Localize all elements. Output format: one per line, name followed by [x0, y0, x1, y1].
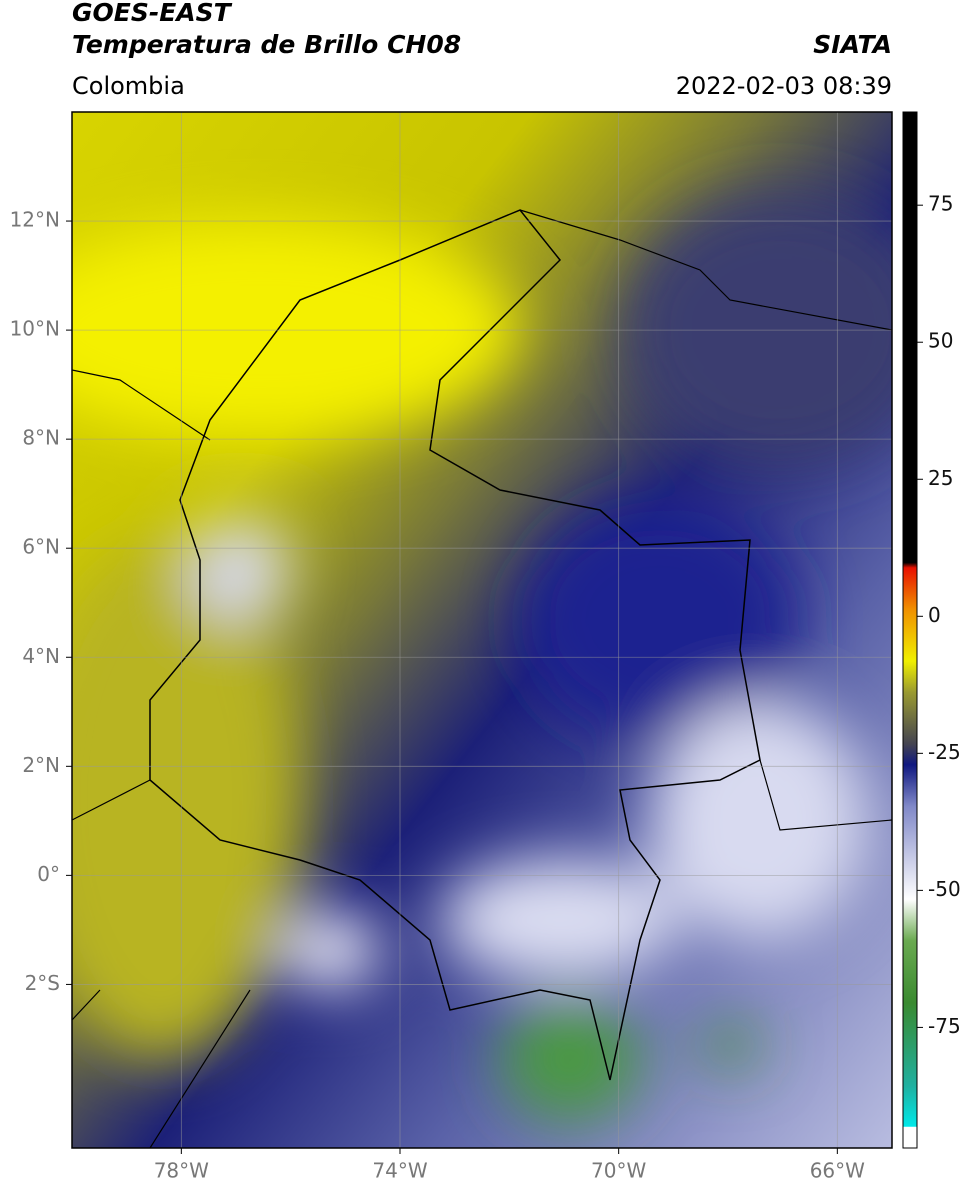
y-tick-label: 2°S	[25, 971, 60, 995]
colorbar	[902, 111, 918, 1149]
y-tick-label: 4°N	[22, 644, 60, 668]
satellite-title: GOES-EAST	[72, 0, 233, 27]
x-tick-label: 78°W	[154, 1159, 209, 1183]
product-title: Temperatura de Brillo CH08	[72, 30, 461, 59]
colorbar-tick-label: 0	[928, 603, 941, 627]
colorbar-tick-label: -50	[928, 877, 961, 901]
grid	[72, 112, 892, 1148]
datetime: 2022-02-03 08:39	[676, 72, 892, 100]
x-tick-label: 70°W	[591, 1159, 646, 1183]
map-frame	[71, 111, 893, 1149]
x-tick-label: 74°W	[372, 1159, 427, 1183]
y-tick-label: 2°N	[22, 753, 60, 777]
colorbar-tick-label: -25	[928, 740, 961, 764]
colorbar-tick-label: -75	[928, 1014, 961, 1038]
source: SIATA	[813, 30, 892, 59]
y-tick-label: 12°N	[10, 208, 60, 232]
y-tick-label: 8°N	[22, 426, 60, 450]
y-tick-label: 6°N	[22, 535, 60, 559]
colorbar-tick-label: 75	[928, 192, 953, 216]
y-tick-label: 0°	[37, 862, 60, 886]
satellite-image	[72, 112, 892, 1148]
region: Colombia	[72, 72, 185, 100]
colorbar-tick-label: 50	[928, 329, 953, 353]
y-tick-label: 10°N	[10, 317, 60, 341]
x-tick-label: 66°W	[810, 1159, 865, 1183]
colorbar-tick-label: 25	[928, 466, 953, 490]
